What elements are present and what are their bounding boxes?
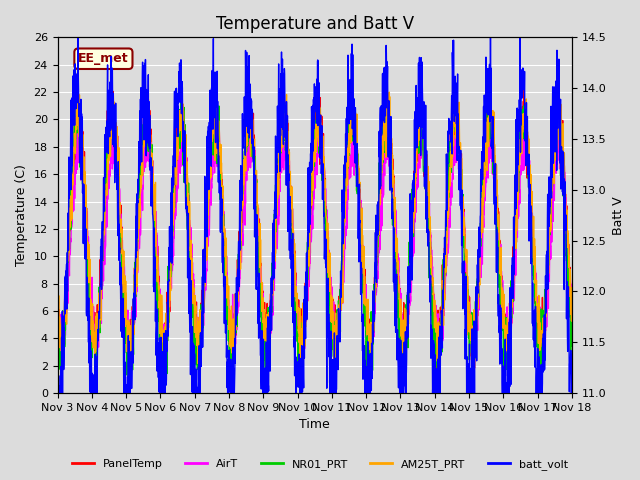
X-axis label: Time: Time bbox=[300, 419, 330, 432]
Text: EE_met: EE_met bbox=[78, 52, 129, 65]
Legend: PanelTemp, AirT, NR01_PRT, AM25T_PRT, batt_volt: PanelTemp, AirT, NR01_PRT, AM25T_PRT, ba… bbox=[68, 455, 572, 474]
Title: Temperature and Batt V: Temperature and Batt V bbox=[216, 15, 414, 33]
Y-axis label: Batt V: Batt V bbox=[612, 196, 625, 235]
Y-axis label: Temperature (C): Temperature (C) bbox=[15, 164, 28, 266]
